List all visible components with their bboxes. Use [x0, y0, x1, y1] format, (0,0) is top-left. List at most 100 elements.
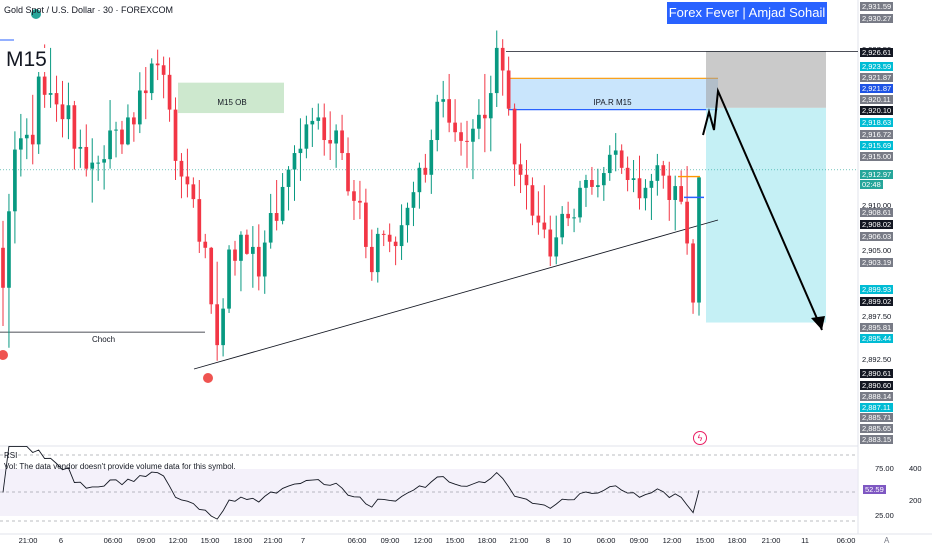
candle-body[interactable]: [649, 180, 654, 188]
candle-body[interactable]: [143, 90, 148, 94]
trendline[interactable]: [193, 219, 719, 370]
candle-body[interactable]: [262, 242, 267, 277]
candle-body[interactable]: [126, 117, 130, 145]
candle-body[interactable]: [518, 164, 523, 175]
candle-body[interactable]: [90, 162, 95, 169]
lightning-icon[interactable]: ϟ: [693, 431, 707, 445]
candle-body[interactable]: [661, 165, 666, 176]
symbol-header[interactable]: Gold Spot / U.S. Dollar · 30 · FOREXCOM: [4, 5, 173, 15]
candle-body[interactable]: [114, 129, 118, 131]
candle-body[interactable]: [155, 63, 160, 66]
candle-body[interactable]: [42, 76, 47, 95]
candle-body[interactable]: [120, 129, 124, 145]
candle-body[interactable]: [572, 217, 576, 219]
candle-body[interactable]: [54, 93, 59, 105]
candle-body[interactable]: [227, 249, 231, 309]
candle-body[interactable]: [655, 165, 660, 181]
time-axis[interactable]: 21:00 6 06:00 09:00 12:00 15:00 18:00 21:00 7 06:…: [0, 534, 858, 550]
rsi-title[interactable]: RSI: [4, 451, 18, 460]
candle-body[interactable]: [304, 124, 309, 149]
candle-body[interactable]: [435, 101, 440, 141]
candle-body[interactable]: [679, 186, 683, 202]
candle-body[interactable]: [328, 140, 333, 144]
candle-body[interactable]: [352, 191, 356, 201]
candle-body[interactable]: [423, 167, 428, 175]
candle-body[interactable]: [613, 150, 618, 155]
candle-body[interactable]: [643, 187, 648, 199]
candle-body[interactable]: [137, 90, 142, 125]
take-profit-zone[interactable]: [706, 107, 826, 323]
candle-body[interactable]: [405, 207, 410, 226]
candle-body[interactable]: [167, 74, 172, 110]
candle-body[interactable]: [197, 199, 202, 242]
candle-body[interactable]: [369, 246, 374, 273]
auto-scale-button[interactable]: A: [884, 536, 890, 545]
candle-body[interactable]: [399, 225, 404, 247]
candle-body[interactable]: [494, 47, 499, 94]
candle-body[interactable]: [316, 117, 321, 121]
candle-body[interactable]: [625, 167, 630, 180]
candle-body[interactable]: [530, 185, 535, 216]
candle-body[interactable]: [500, 47, 505, 71]
candle-body[interactable]: [1, 247, 5, 288]
candle-body[interactable]: [24, 134, 29, 139]
candle-body[interactable]: [280, 186, 285, 221]
candle-body[interactable]: [149, 63, 154, 94]
candle-body[interactable]: [66, 105, 71, 120]
candle-body[interactable]: [84, 146, 89, 169]
candle-body[interactable]: [60, 104, 65, 120]
candle-body[interactable]: [364, 202, 368, 247]
candle-body[interactable]: [393, 241, 398, 247]
rsi-line[interactable]: [2, 445, 700, 520]
candle-body[interactable]: [251, 246, 255, 254]
candle-body[interactable]: [375, 233, 380, 273]
candle-body[interactable]: [256, 246, 261, 277]
candle-body[interactable]: [274, 213, 279, 221]
candle-body[interactable]: [566, 213, 570, 219]
candle-body[interactable]: [596, 185, 600, 187]
candle-body[interactable]: [72, 105, 77, 149]
candle-body[interactable]: [346, 153, 350, 192]
candle-body[interactable]: [453, 122, 457, 133]
candle-body[interactable]: [203, 241, 208, 248]
candle-body[interactable]: [607, 154, 612, 174]
projection-path[interactable]: [702, 87, 823, 331]
stop-loss-zone[interactable]: [706, 51, 826, 108]
candle-body[interactable]: [96, 162, 101, 164]
candle-body[interactable]: [322, 117, 327, 141]
candle-body[interactable]: [209, 247, 214, 305]
candle-body[interactable]: [78, 146, 83, 149]
candle-body[interactable]: [601, 173, 606, 186]
candle-body[interactable]: [298, 148, 303, 154]
candle-body[interactable]: [554, 237, 559, 257]
candle-body[interactable]: [340, 130, 344, 154]
candle-body[interactable]: [471, 128, 475, 142]
candle-body[interactable]: [447, 99, 451, 123]
candle-body[interactable]: [465, 140, 469, 142]
candle-body[interactable]: [631, 178, 636, 180]
price-axis[interactable]: 2,927.502,910.002,905.002,897.502,892.50…: [858, 0, 932, 520]
candle-body[interactable]: [245, 234, 249, 254]
candle-body[interactable]: [310, 120, 315, 125]
candle-body[interactable]: [441, 99, 446, 102]
candle-body[interactable]: [381, 233, 386, 235]
candle-body[interactable]: [637, 178, 642, 199]
candle-body[interactable]: [536, 215, 541, 223]
candle-body[interactable]: [179, 160, 184, 177]
candle-body[interactable]: [697, 177, 701, 303]
candle-body[interactable]: [619, 150, 624, 168]
candle-body[interactable]: [506, 70, 511, 109]
candle-body[interactable]: [48, 93, 53, 95]
candle-body[interactable]: [411, 192, 416, 208]
candle-body[interactable]: [483, 114, 487, 119]
candle-body[interactable]: [578, 187, 582, 218]
candle-body[interactable]: [292, 153, 297, 170]
candle-body[interactable]: [268, 213, 273, 243]
candle-body[interactable]: [108, 130, 112, 160]
candle-body[interactable]: [221, 308, 225, 346]
candle-body[interactable]: [358, 200, 362, 203]
candle-body[interactable]: [524, 174, 529, 186]
candle-body[interactable]: [233, 249, 237, 261]
candle-body[interactable]: [673, 186, 678, 200]
